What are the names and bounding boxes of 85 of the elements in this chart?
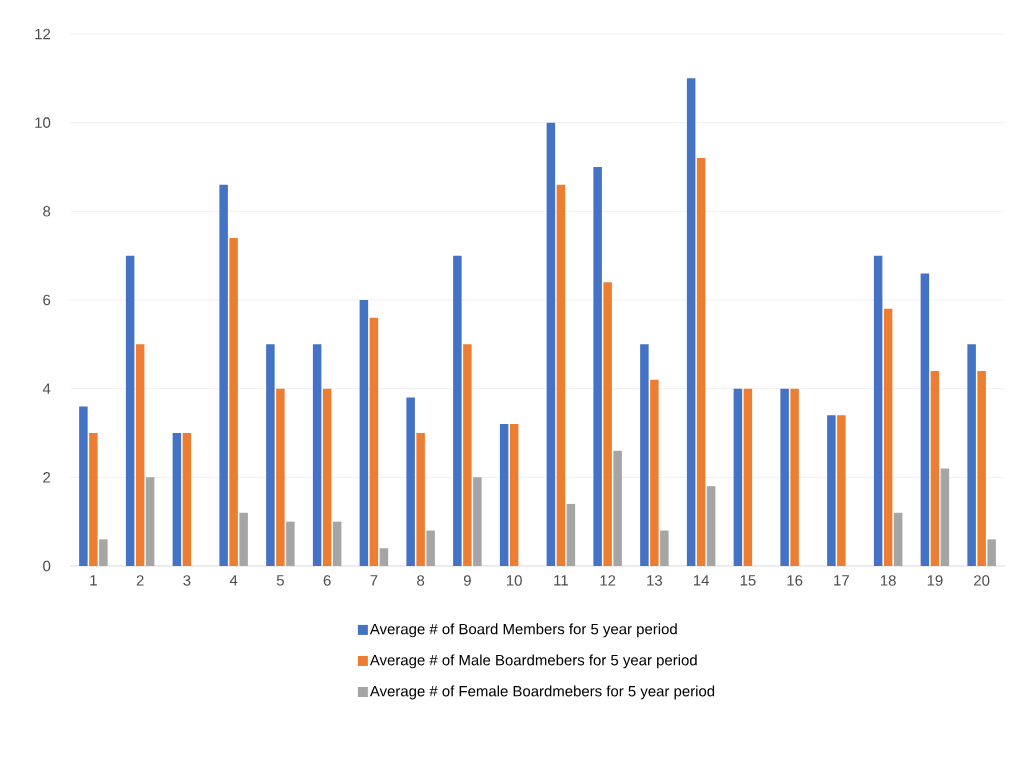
x-tick-label: 8 xyxy=(417,575,425,586)
bar xyxy=(640,344,649,566)
y-tick-label: 8 xyxy=(43,206,51,217)
x-tick-label: 15 xyxy=(740,575,756,586)
bar xyxy=(322,388,332,566)
x-tick-label: 18 xyxy=(880,575,896,586)
y-tick-label: 6 xyxy=(43,294,51,306)
x-tick-label: 13 xyxy=(647,575,663,586)
bar xyxy=(499,424,509,566)
legend-label: Average # of Male Boardmebers for 5 year period xyxy=(369,654,697,669)
bar xyxy=(603,282,612,566)
y-tick-label: 0 xyxy=(43,560,51,572)
x-tick-label: 20 xyxy=(974,575,990,586)
bar xyxy=(406,397,415,566)
x-tick-label: 17 xyxy=(834,575,849,586)
y-tick-label: 12 xyxy=(35,28,51,40)
bar xyxy=(967,344,976,566)
bar xyxy=(940,468,950,566)
bar xyxy=(780,388,789,566)
bar xyxy=(125,255,135,566)
bar xyxy=(229,237,238,566)
x-tick-label: 5 xyxy=(276,575,284,586)
legend-label: Average # of Female Boardmebers for 5 year period xyxy=(369,685,715,700)
x-tick-label: 3 xyxy=(183,575,191,586)
bar xyxy=(332,521,342,566)
bar xyxy=(172,432,182,566)
bar xyxy=(219,184,228,566)
bar xyxy=(706,486,716,566)
bar xyxy=(790,388,799,566)
x-tick-label: 1 xyxy=(90,575,97,586)
bar xyxy=(613,450,622,566)
bar xyxy=(453,255,462,566)
bar xyxy=(696,158,706,566)
y-tick-label: 10 xyxy=(35,117,51,128)
bar xyxy=(987,539,996,566)
x-tick-label: 12 xyxy=(600,575,616,586)
x-tick-label: 7 xyxy=(370,575,378,586)
bar xyxy=(182,432,192,566)
legend-label: Average # of Board Members for 5 year period xyxy=(369,623,677,638)
x-tick-label: 9 xyxy=(463,575,471,586)
x-tick-label: 2 xyxy=(136,575,144,586)
bar xyxy=(686,78,696,566)
bar xyxy=(837,415,846,566)
bar xyxy=(89,432,98,566)
x-tick-label: 4 xyxy=(229,575,238,586)
bar xyxy=(977,370,986,566)
x-tick-label: 6 xyxy=(323,575,331,586)
x-tick-label: 11 xyxy=(554,575,568,586)
bar xyxy=(930,370,940,566)
bar xyxy=(733,388,743,566)
bar xyxy=(463,344,472,566)
x-tick-label: 14 xyxy=(693,575,710,586)
y-tick-label: 4 xyxy=(42,383,51,394)
bar xyxy=(566,503,576,566)
y-tick-label: 2 xyxy=(43,472,51,483)
bar xyxy=(276,388,285,566)
bar xyxy=(743,388,753,566)
bar xyxy=(593,166,602,566)
bar xyxy=(266,344,275,566)
bar xyxy=(473,477,482,566)
bar xyxy=(920,273,930,566)
bar xyxy=(286,521,295,566)
bar xyxy=(239,512,248,566)
bar xyxy=(135,344,145,566)
x-tick-label: 19 xyxy=(927,575,943,586)
bar xyxy=(369,317,379,566)
bar xyxy=(650,379,659,566)
bar xyxy=(99,539,108,566)
bar xyxy=(312,344,322,566)
bar xyxy=(359,299,369,566)
bar xyxy=(79,406,88,566)
bar xyxy=(145,477,155,566)
bar xyxy=(379,548,389,566)
bar xyxy=(509,424,519,566)
x-tick-label: 10 xyxy=(506,575,522,586)
bar xyxy=(827,415,836,566)
bar xyxy=(426,530,435,566)
bar xyxy=(546,122,556,566)
x-tick-label: 16 xyxy=(787,575,803,586)
bar xyxy=(416,432,425,566)
bar xyxy=(660,530,669,566)
bar xyxy=(893,512,903,566)
bar xyxy=(883,308,893,566)
bar xyxy=(873,255,883,566)
bar xyxy=(556,184,566,566)
